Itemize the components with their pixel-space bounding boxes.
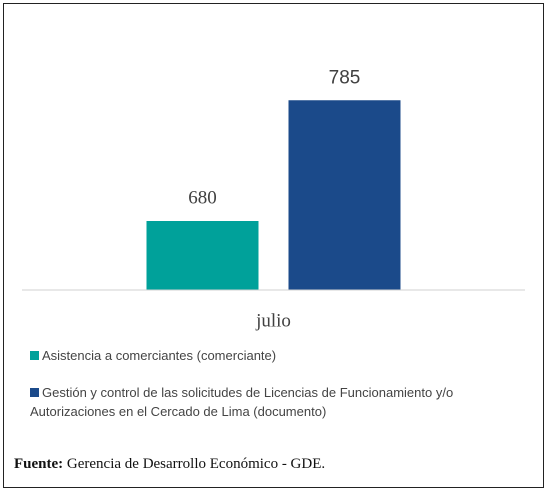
legend-swatch <box>30 388 39 397</box>
source-text: Gerencia de Desarrollo Económico - GDE. <box>66 456 326 472</box>
source: Fuente: Gerencia de Desarrollo Económico… <box>14 456 325 473</box>
value-label: 785 <box>329 67 361 88</box>
frame <box>3 3 544 488</box>
legend-label: Gestión y control de las solicitudes de … <box>30 385 454 419</box>
legend-item: Asistencia a comerciantes (comerciante) <box>30 346 530 365</box>
source-label: Fuente: <box>14 456 64 472</box>
legend-label: Asistencia a comerciantes (comerciante) <box>42 348 277 363</box>
chart: 680 785 julio <box>22 67 525 331</box>
bar <box>146 221 259 290</box>
bar <box>288 100 401 290</box>
legend-swatch <box>30 351 39 360</box>
value-label: 680 <box>188 187 217 208</box>
legend-item: Gestión y control de las solicitudes de … <box>30 383 530 421</box>
x-tick-label: julio <box>255 310 291 331</box>
